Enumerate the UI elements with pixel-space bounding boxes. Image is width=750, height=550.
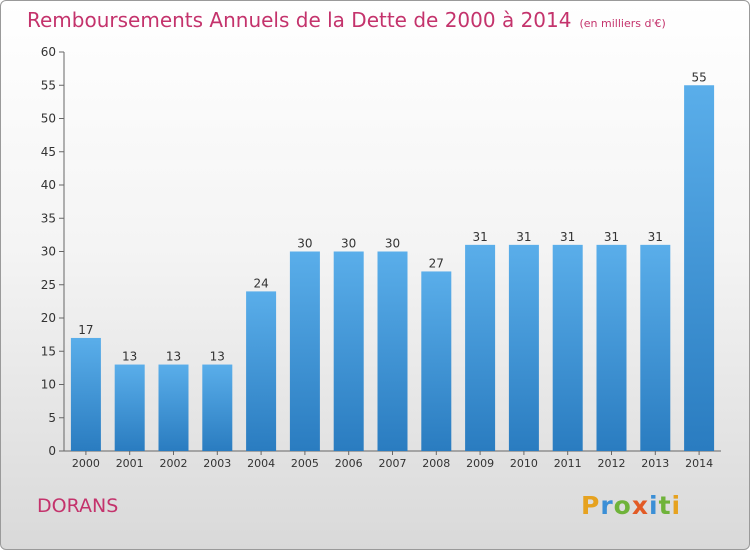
value-label: 55	[691, 70, 706, 84]
value-label: 30	[297, 237, 312, 251]
value-label: 27	[429, 256, 444, 270]
brand-logo[interactable]: Proxiti	[581, 491, 682, 520]
x-tick-label: 2001	[116, 457, 144, 470]
bars-group	[70, 85, 715, 451]
x-tick-label: 2004	[247, 457, 275, 470]
x-tick-label: 2007	[379, 457, 407, 470]
x-tick-label: 2005	[291, 457, 319, 470]
y-tick-label: 50	[41, 112, 56, 126]
x-tick-label: 2011	[554, 457, 582, 470]
x-tick-label: 2014	[685, 457, 713, 470]
y-tick-label: 5	[48, 411, 56, 425]
place-name: DORANS	[37, 495, 119, 517]
value-label: 31	[604, 230, 619, 244]
y-tick-label: 0	[48, 444, 56, 458]
bar	[552, 244, 583, 451]
y-tick-label: 60	[41, 45, 56, 59]
chart-title-text: Remboursements Annuels de la Dette de 20…	[27, 8, 572, 32]
value-label: 13	[166, 350, 181, 364]
bar	[114, 364, 145, 451]
bar	[465, 244, 496, 451]
value-label: 31	[648, 230, 663, 244]
x-tick-label: 2002	[160, 457, 188, 470]
x-tick-label: 2009	[466, 457, 494, 470]
value-label: 24	[253, 276, 268, 290]
bar	[508, 244, 539, 451]
bar	[70, 337, 101, 451]
y-tick-label: 25	[41, 278, 56, 292]
value-label: 17	[78, 323, 93, 337]
y-tick-label: 15	[41, 344, 56, 358]
bar	[596, 244, 627, 451]
bar	[684, 85, 715, 451]
y-tick-label: 55	[41, 78, 56, 92]
value-label: 13	[122, 350, 137, 364]
labels-group: 2000 17 2001 13 2002 13 2003 13 2004 24 2005 30 2006…	[72, 70, 713, 470]
chart-title: Remboursements Annuels de la Dette de 20…	[27, 8, 666, 32]
bar	[246, 291, 277, 451]
x-tick-label: 2012	[598, 457, 626, 470]
y-tick-label: 30	[41, 245, 56, 259]
y-tick-label: 40	[41, 178, 56, 192]
bar	[421, 271, 452, 451]
bar	[377, 251, 408, 451]
value-label: 31	[472, 230, 487, 244]
x-tick-label: 2008	[422, 457, 450, 470]
value-label: 30	[385, 237, 400, 251]
y-tick-label: 45	[41, 145, 56, 159]
x-tick-label: 2013	[641, 457, 669, 470]
bar	[640, 244, 671, 451]
value-label: 30	[341, 237, 356, 251]
chart-subtitle: (en milliers d'€)	[579, 17, 666, 30]
bar	[158, 364, 189, 451]
value-label: 13	[210, 350, 225, 364]
x-tick-label: 2003	[203, 457, 231, 470]
value-label: 31	[516, 230, 531, 244]
chart-axes: 0 5 10 15 20 25 30 35 40 45 50 55 60	[41, 45, 721, 458]
y-tick-label: 20	[41, 311, 56, 325]
y-tick-label: 35	[41, 211, 56, 225]
bar	[333, 251, 364, 451]
value-label: 31	[560, 230, 575, 244]
bar	[289, 251, 320, 451]
bar	[202, 364, 233, 451]
x-tick-label: 2000	[72, 457, 100, 470]
x-tick-label: 2010	[510, 457, 538, 470]
y-tick-label: 10	[41, 378, 56, 392]
x-tick-label: 2006	[335, 457, 363, 470]
